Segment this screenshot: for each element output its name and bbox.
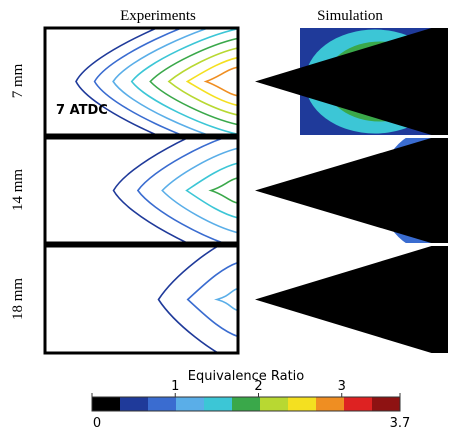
simulation-panel xyxy=(248,138,448,243)
colorbar-segment xyxy=(316,397,345,411)
column-header: Simulation xyxy=(317,8,383,24)
contour-group xyxy=(157,246,238,353)
spray-cone xyxy=(255,138,448,243)
contour xyxy=(157,246,220,353)
panel-frame xyxy=(43,244,240,355)
colorbar-tick-label: 0 xyxy=(93,416,101,430)
colorbar: 0 1 2 3 3.7 xyxy=(91,379,411,430)
colorbar-tick-label: 1 xyxy=(171,379,179,394)
colorbar-segment xyxy=(148,397,177,411)
colorbar-frame xyxy=(91,396,401,412)
panel-label: 7 ATDC xyxy=(56,103,108,118)
spray-cone xyxy=(255,246,448,353)
colorbar-segment xyxy=(120,397,149,411)
contour xyxy=(208,177,238,204)
contour xyxy=(161,147,238,234)
spray-cone xyxy=(255,28,448,135)
contour xyxy=(93,28,184,135)
contour-group xyxy=(75,28,238,135)
panel-frame xyxy=(43,26,240,137)
colorbar-tick-label: 2 xyxy=(254,379,262,394)
simulation-panel xyxy=(248,246,448,353)
column-header: Experiments xyxy=(120,8,196,24)
contour xyxy=(130,28,238,135)
contour xyxy=(75,28,159,135)
contour xyxy=(185,56,238,107)
simulation-panel xyxy=(248,28,448,135)
panel-frame xyxy=(43,136,240,245)
contour xyxy=(112,138,190,243)
contour xyxy=(167,47,238,116)
colorbar-title: Equivalence Ratio xyxy=(188,369,305,384)
colorbar-segment xyxy=(260,397,289,411)
colorbar-segment xyxy=(92,397,121,411)
contour xyxy=(185,162,238,219)
row-label: 18 mm xyxy=(10,278,26,320)
colorbar-segment xyxy=(344,397,373,411)
colorbar-segment xyxy=(204,397,233,411)
contour xyxy=(136,138,226,243)
colorbar-segment xyxy=(372,397,401,411)
row-label: 7 mm xyxy=(10,63,26,98)
colorbar-tick-label: 3 xyxy=(338,379,346,394)
colorbar-segment xyxy=(232,397,261,411)
colorbar-segment xyxy=(176,397,205,411)
contour xyxy=(203,66,238,97)
contour xyxy=(149,37,238,126)
colorbar-segment xyxy=(288,397,317,411)
contour xyxy=(186,261,238,338)
panels xyxy=(43,26,448,355)
contour xyxy=(214,287,238,312)
row-label: 14 mm xyxy=(10,169,26,211)
colorbar-tick-label: 3.7 xyxy=(390,416,411,430)
contour xyxy=(112,28,211,135)
contour-group xyxy=(112,138,238,243)
